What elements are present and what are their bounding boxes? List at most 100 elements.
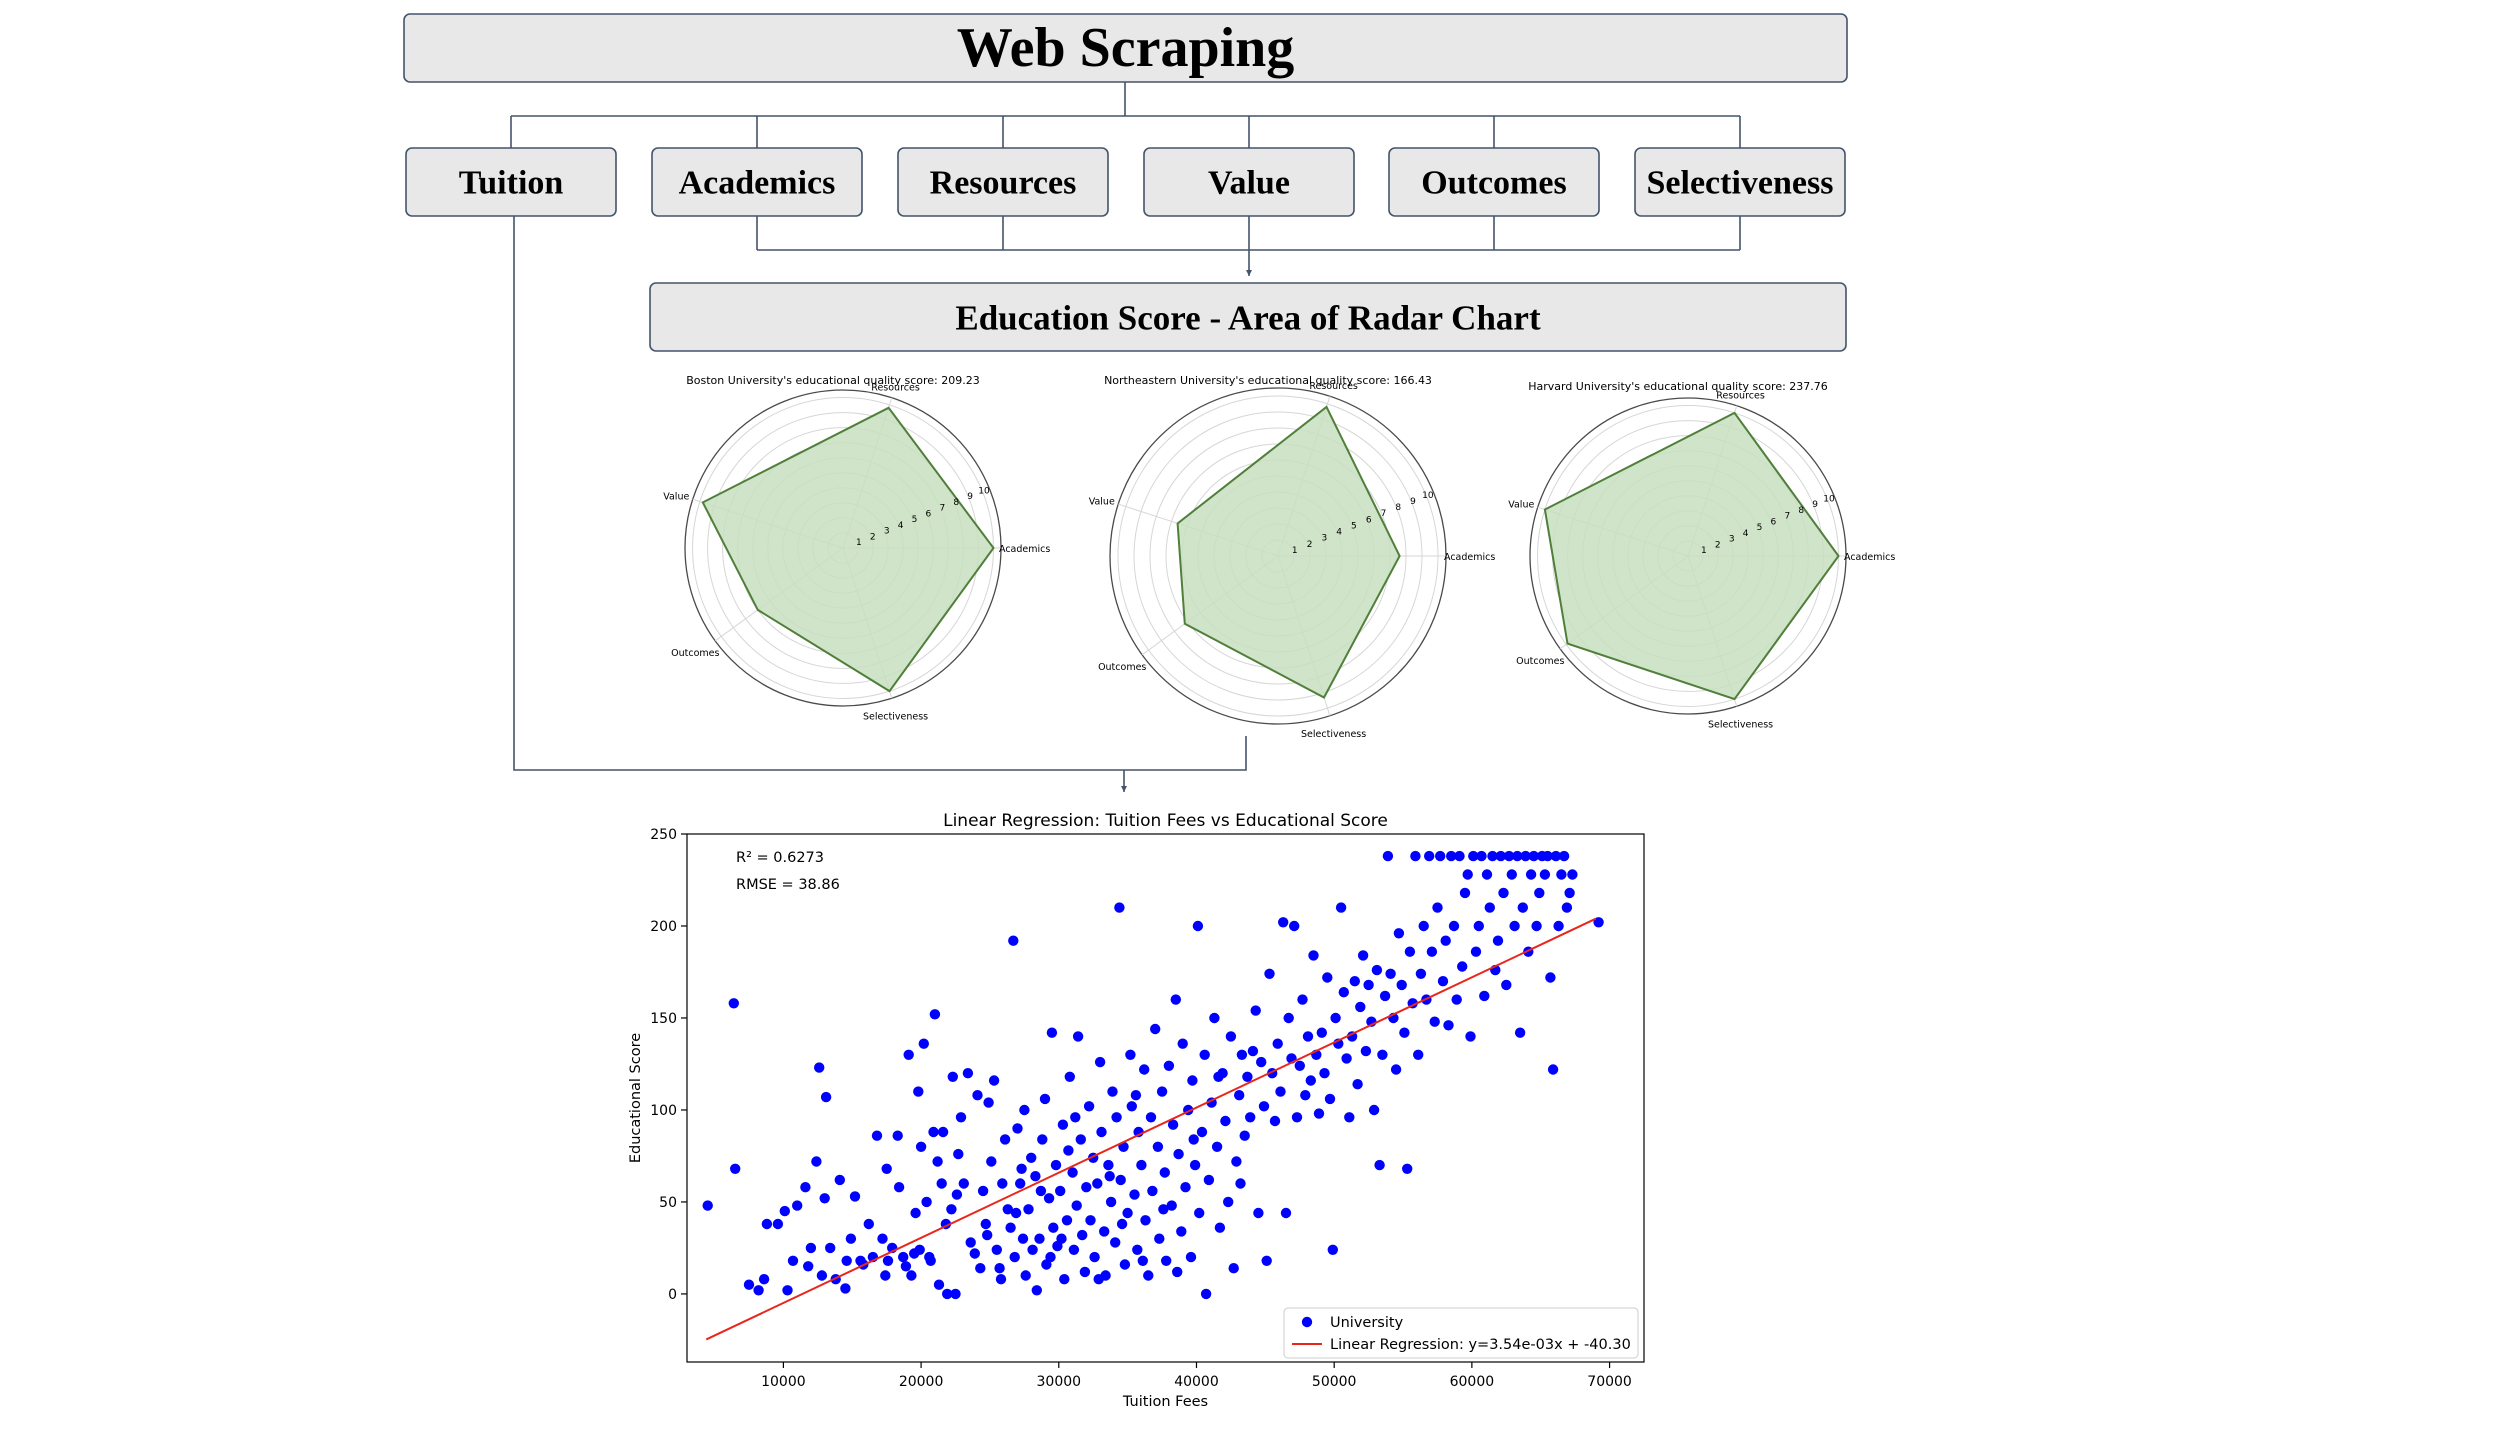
radar-tick-label: 5 (912, 515, 918, 525)
scatter-point (814, 1062, 825, 1073)
scatter-point (893, 1182, 905, 1193)
scatter-point (962, 1068, 974, 1079)
scatter-point (1443, 1020, 1454, 1031)
x-tick-label: 10000 (761, 1374, 806, 1390)
scatter-point (1105, 1196, 1117, 1208)
scatter-point (1234, 1090, 1245, 1101)
scatter-point (1324, 1093, 1336, 1105)
scatter-point (1034, 1233, 1045, 1244)
y-tick-label: 150 (650, 1011, 677, 1027)
scatter-point (1393, 928, 1405, 939)
scatter-point (1294, 1060, 1306, 1072)
scatter-point (1158, 1204, 1169, 1215)
scatter-point (913, 1086, 924, 1097)
scatter-point (1402, 1163, 1413, 1175)
scatter-point (975, 1263, 986, 1274)
category-label: Value (1208, 165, 1290, 202)
radar-tick-label: 2 (1307, 540, 1313, 550)
scatter-point (1228, 1263, 1239, 1274)
radar-tick-label: 2 (870, 532, 876, 542)
radar-axis-label: Value (663, 491, 689, 502)
scatter-point (1250, 1005, 1261, 1016)
x-tick-label: 30000 (1037, 1374, 1082, 1390)
scatter-point (1418, 920, 1429, 932)
radar-tick-label: 1 (1701, 546, 1707, 556)
r-squared-annotation: R² = 0.6273 (736, 850, 824, 866)
category-box-value: Value (1143, 147, 1355, 217)
radar-tick-label: 1 (1292, 546, 1298, 556)
scatter-point (1156, 1086, 1168, 1097)
scatter-point (1322, 972, 1333, 983)
scatter-point (1349, 976, 1361, 987)
y-tick-label: 0 (668, 1287, 677, 1303)
scatter-point (1067, 1167, 1078, 1178)
y-tick-label: 200 (650, 919, 677, 935)
scatter-point (1016, 1163, 1027, 1175)
scatter-point (1454, 850, 1465, 862)
scatter-point (1300, 1090, 1311, 1101)
scatter-point (1231, 1156, 1242, 1167)
scatter-point (753, 1285, 764, 1296)
scatter-point (1338, 987, 1350, 998)
radar-tick-label: 4 (1336, 528, 1342, 538)
scatter-point (1261, 1255, 1272, 1267)
scatter-point (999, 1134, 1011, 1145)
scatter-point (983, 1097, 994, 1108)
scatter-point (1487, 850, 1498, 862)
radar-score-area (1176, 405, 1401, 699)
title-text: Web Scraping (957, 17, 1295, 79)
scatter-point (1462, 869, 1473, 880)
scatter-point (819, 1193, 830, 1204)
scatter-point (1503, 850, 1515, 862)
scatter-point (825, 1242, 836, 1254)
top-connectors (510, 82, 1741, 148)
scatter-point (942, 1288, 953, 1300)
scatter-point (1424, 850, 1435, 862)
scatter-point (1063, 1145, 1074, 1156)
scatter-point (1093, 1274, 1104, 1285)
scatter-point (1199, 1049, 1210, 1061)
scatter-point (1008, 935, 1019, 946)
radar-tick-label: 4 (1743, 529, 1749, 539)
scatter-point (1451, 994, 1462, 1005)
scatter-point (1005, 1222, 1016, 1233)
scatter-point (1377, 1049, 1388, 1061)
scatter-point (880, 1270, 891, 1281)
scatter-point (1059, 1274, 1070, 1285)
radar-axis-label: Value (1508, 499, 1534, 510)
scatter-point (1297, 994, 1308, 1005)
scatter-point (1547, 1064, 1559, 1075)
scatter-point (1214, 1222, 1226, 1233)
scatter-point (1172, 1266, 1183, 1278)
legend-label-regression: Linear Regression: y=3.54e-03x + -40.30 (1330, 1337, 1631, 1353)
scatter-point (1448, 920, 1460, 932)
radar-axis-label: Outcomes (671, 648, 719, 659)
scatter-point (1498, 887, 1509, 899)
scatter-point (1382, 850, 1394, 862)
scatter-point (800, 1182, 811, 1193)
scatter-point (1327, 1244, 1339, 1256)
scatter-point (1253, 1207, 1264, 1219)
radar-axis-label: Outcomes (1098, 662, 1146, 673)
scatter-point (1357, 950, 1369, 961)
scatter-point (1335, 902, 1347, 913)
radar-tick-label: 6 (926, 509, 932, 519)
scatter-point (1045, 1251, 1056, 1263)
radar-tick-label: 10 (1422, 491, 1434, 501)
scatter-point (782, 1285, 793, 1296)
scatter-point (841, 1255, 852, 1267)
scatter-point (1159, 1167, 1171, 1178)
scatter-point (1550, 850, 1562, 862)
scatter-point (1278, 917, 1289, 928)
scatter-point (1280, 1207, 1292, 1219)
scatter-point (925, 1255, 936, 1267)
y-axis-label: Educational Score (628, 1033, 644, 1163)
scatter-point (1415, 968, 1427, 979)
radar-tick-label: 9 (1812, 500, 1818, 510)
scatter-point (834, 1174, 845, 1186)
radar-tick-label: 8 (1798, 506, 1804, 516)
radar-tick-label: 8 (953, 498, 959, 508)
scatter-point (1092, 1178, 1103, 1189)
scatter-point (1371, 964, 1383, 976)
scatter-point (1180, 1182, 1191, 1193)
